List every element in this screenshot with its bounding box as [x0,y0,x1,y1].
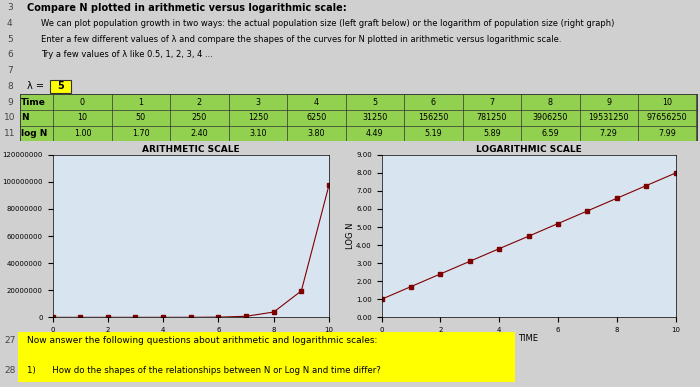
Title: ARITHMETIC SCALE: ARITHMETIC SCALE [142,145,239,154]
Text: 5.19: 5.19 [424,129,442,138]
Text: 6: 6 [7,50,13,60]
Text: 7: 7 [489,98,494,106]
X-axis label: TIME: TIME [181,334,201,343]
Text: 27: 27 [4,336,15,345]
X-axis label: TIME: TIME [519,334,538,343]
Text: 28: 28 [4,366,15,375]
Text: 7.29: 7.29 [600,129,617,138]
Text: 1)      How do the shapes of the relationships between N or Log N and time diffe: 1) How do the shapes of the relationship… [27,366,380,375]
Text: 10: 10 [78,113,88,122]
Text: 10: 10 [662,98,672,106]
Text: 6.59: 6.59 [541,129,559,138]
Text: 3.80: 3.80 [307,129,325,138]
FancyBboxPatch shape [50,80,71,93]
Text: 3906250: 3906250 [533,113,568,122]
Text: Time: Time [21,98,46,106]
Text: 10: 10 [4,113,15,122]
Text: 156250: 156250 [418,113,449,122]
Text: Compare N plotted in arithmetic versus logarithmic scale:: Compare N plotted in arithmetic versus l… [27,3,347,13]
Text: λ =: λ = [27,81,43,91]
Text: 7.99: 7.99 [658,129,676,138]
Text: 6250: 6250 [306,113,326,122]
Text: 781250: 781250 [477,113,507,122]
Text: 97656250: 97656250 [647,113,687,122]
Text: Enter a few different values of λ and compare the shapes of the curves for N plo: Enter a few different values of λ and co… [41,35,561,44]
Text: 2.40: 2.40 [190,129,208,138]
Text: 3: 3 [7,3,13,12]
Text: 50: 50 [136,113,146,122]
Text: 9: 9 [606,98,611,106]
Text: 1: 1 [139,98,143,106]
Text: 5: 5 [57,81,64,91]
Text: 9: 9 [7,98,13,106]
Text: 8: 8 [548,98,553,106]
Text: 19531250: 19531250 [589,113,629,122]
Bar [20,94,696,141]
Text: Now answer the following questions about arithmetic and logarithmic scales:: Now answer the following questions about… [27,336,377,345]
Text: log N: log N [21,129,48,138]
FancyBboxPatch shape [18,332,514,382]
Text: 5: 5 [372,98,377,106]
Text: 8: 8 [7,82,13,91]
Text: 31250: 31250 [362,113,388,122]
Text: 250: 250 [192,113,207,122]
Text: 6: 6 [430,98,436,106]
Text: 4: 4 [314,98,319,106]
Text: 1.70: 1.70 [132,129,150,138]
Text: N: N [21,113,29,122]
Text: 3.10: 3.10 [249,129,267,138]
Text: 5.89: 5.89 [483,129,500,138]
Text: Try a few values of λ like 0.5, 1, 2, 3, 4 ...: Try a few values of λ like 0.5, 1, 2, 3,… [41,50,213,60]
Text: 3: 3 [256,98,260,106]
Text: 2: 2 [197,98,202,106]
Text: 4.49: 4.49 [366,129,384,138]
Text: 4: 4 [7,19,13,28]
Text: 1.00: 1.00 [74,129,91,138]
Text: We can plot population growth in two ways: the actual population size (left graf: We can plot population growth in two way… [41,19,614,28]
Text: 1250: 1250 [248,113,268,122]
Text: 5: 5 [7,35,13,44]
Y-axis label: LOG N: LOG N [346,223,355,249]
Text: 7: 7 [7,66,13,75]
Text: 0: 0 [80,98,85,106]
Title: LOGARITHMIC SCALE: LOGARITHMIC SCALE [475,145,582,154]
Text: 11: 11 [4,129,15,138]
